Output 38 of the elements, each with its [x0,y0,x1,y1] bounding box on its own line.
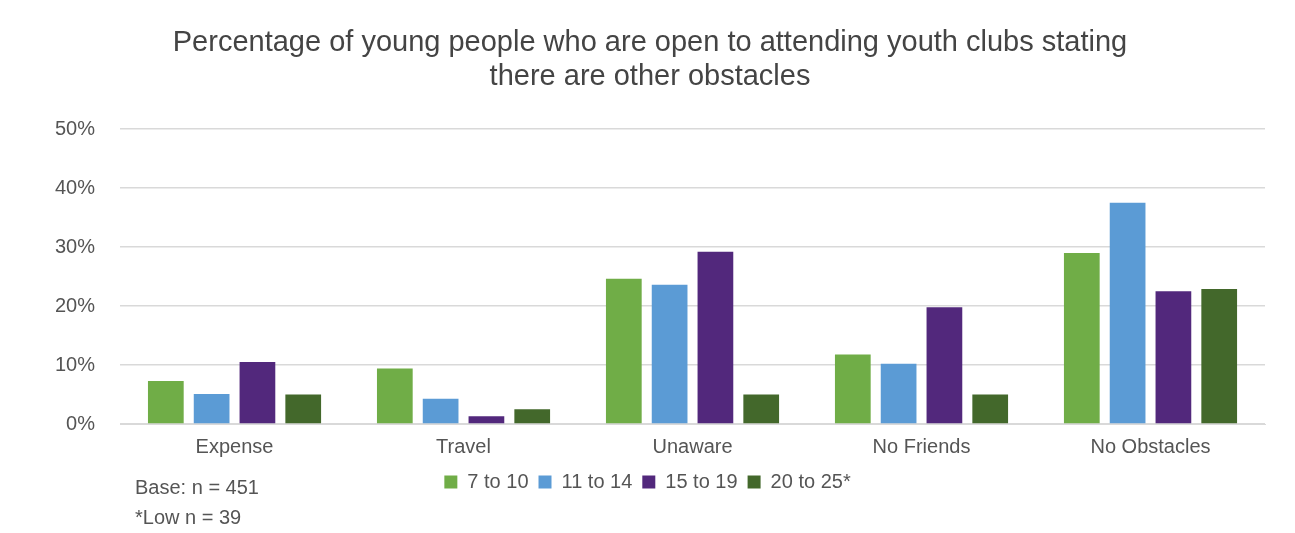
legend-label: 20 to 25* [770,469,851,492]
bar [147,380,184,424]
bar [1155,291,1192,424]
x-tick-label: Unaware [652,434,733,457]
y-tick-label: 30% [55,234,96,257]
y-tick-label: 50% [55,116,96,139]
bar [651,284,688,424]
bar [1201,288,1238,424]
y-tick-label: 0% [66,411,96,434]
bar [376,368,413,424]
bar [743,394,780,424]
bar [239,362,276,424]
text: Base: n = 451 [135,475,259,500]
bar [697,251,734,424]
bar [285,394,322,424]
bar [834,354,871,424]
bar [972,394,1009,424]
bar [880,363,917,424]
x-tick-label: Travel [436,434,491,457]
text: *Low n = 39 [135,505,243,530]
bar [422,398,459,424]
chart-title: Percentage of young people who are open to attending youth clubs stating there are other obstacles [171,24,1129,92]
x-tick-label: No Obstacles [1090,434,1211,457]
y-tick-label: 10% [55,352,96,375]
bar [1063,252,1100,424]
legend-label: 7 to 10 [467,469,529,492]
bar [1109,202,1146,424]
bar [514,409,551,424]
y-tick-label: 20% [55,293,96,316]
bar [605,278,642,424]
x-tick-label: No Friends [872,434,971,457]
bar [193,393,230,424]
legend-label: 15 to 19 [665,469,738,492]
bar [468,416,505,424]
bar [926,307,963,424]
legend-label: 11 to 14 [561,469,633,492]
x-tick-label: Expense [195,434,274,457]
y-tick-label: 40% [55,175,96,198]
